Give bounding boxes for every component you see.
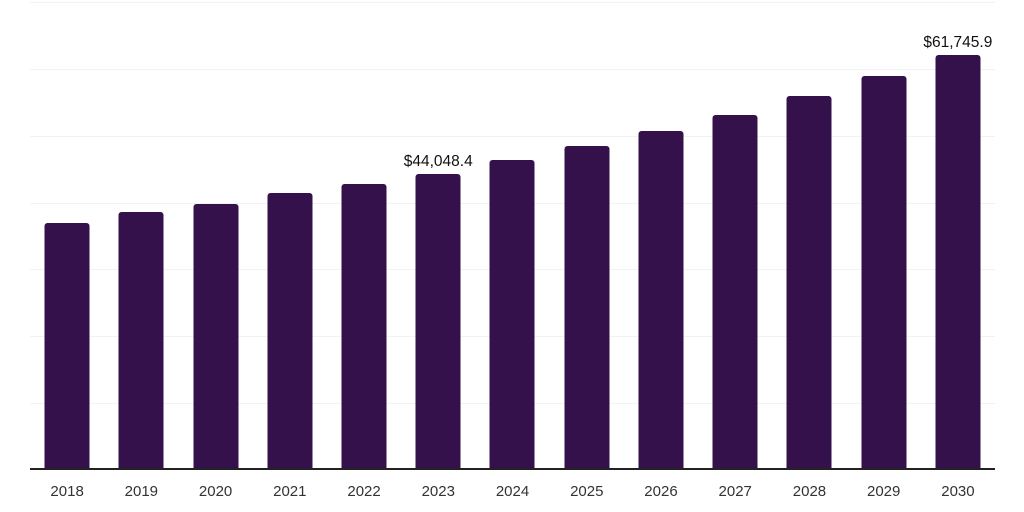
gridline-70000 — [30, 2, 995, 3]
bar-slot-2018 — [30, 0, 104, 470]
bar-2029 — [861, 76, 907, 468]
bar-2020 — [193, 203, 239, 468]
gridline-60000 — [30, 68, 995, 70]
gridline-50000 — [30, 135, 995, 137]
x-tick-label-2018: 2018 — [50, 483, 84, 500]
x-tick-label-2022: 2022 — [347, 483, 381, 500]
bar-slot-2020 — [178, 0, 252, 470]
bar-2023 — [415, 173, 461, 468]
bar-slot-2026 — [624, 0, 698, 470]
bar-slot-2023: $44,048.4 — [401, 0, 475, 470]
bar-slot-2028 — [772, 0, 846, 470]
x-tick-label-2023: 2023 — [421, 483, 455, 500]
bar-slot-2025 — [550, 0, 624, 470]
x-axis-line — [30, 468, 995, 470]
bar-2028 — [786, 96, 832, 468]
x-tick-label-2029: 2029 — [867, 483, 901, 500]
bar-slot-2027 — [698, 0, 772, 470]
bar-slot-2030: $61,745.9 — [921, 0, 995, 470]
bar-2026 — [638, 131, 684, 468]
bar-2021 — [267, 193, 313, 468]
bar-2018 — [44, 223, 90, 468]
plot-area: $44,048.4 $61,745.9 — [30, 0, 995, 470]
x-tick-label-2027: 2027 — [718, 483, 752, 500]
data-label-2023: $44,048.4 — [403, 152, 473, 170]
x-axis-labels: 2018 2019 2020 2021 2022 2023 2024 2025 2026 2027… — [30, 483, 995, 501]
bar-slot-2021 — [253, 0, 327, 470]
bar-slot-2029 — [847, 0, 921, 470]
data-label-2030: $61,745.9 — [923, 34, 993, 52]
bar-2030 — [935, 55, 981, 468]
bar-2022 — [341, 183, 387, 468]
bar-slot-2024 — [475, 0, 549, 470]
x-tick-label-2020: 2020 — [198, 483, 233, 500]
x-tick-label-2019: 2019 — [124, 483, 159, 500]
bar-2024 — [489, 159, 535, 468]
x-tick-label-2028: 2028 — [792, 483, 827, 500]
bar-2025 — [564, 145, 610, 468]
x-tick-label-2024: 2024 — [495, 483, 530, 500]
x-tick-label-2030: 2030 — [941, 483, 975, 500]
x-tick-label-2026: 2026 — [644, 483, 678, 500]
x-tick-label-2025: 2025 — [570, 483, 604, 500]
x-tick-label-2021: 2021 — [273, 483, 307, 500]
bar-2019 — [118, 211, 164, 468]
bar-slot-2019 — [104, 0, 178, 470]
bar-2027 — [712, 115, 758, 468]
bar-slot-2022 — [327, 0, 401, 470]
